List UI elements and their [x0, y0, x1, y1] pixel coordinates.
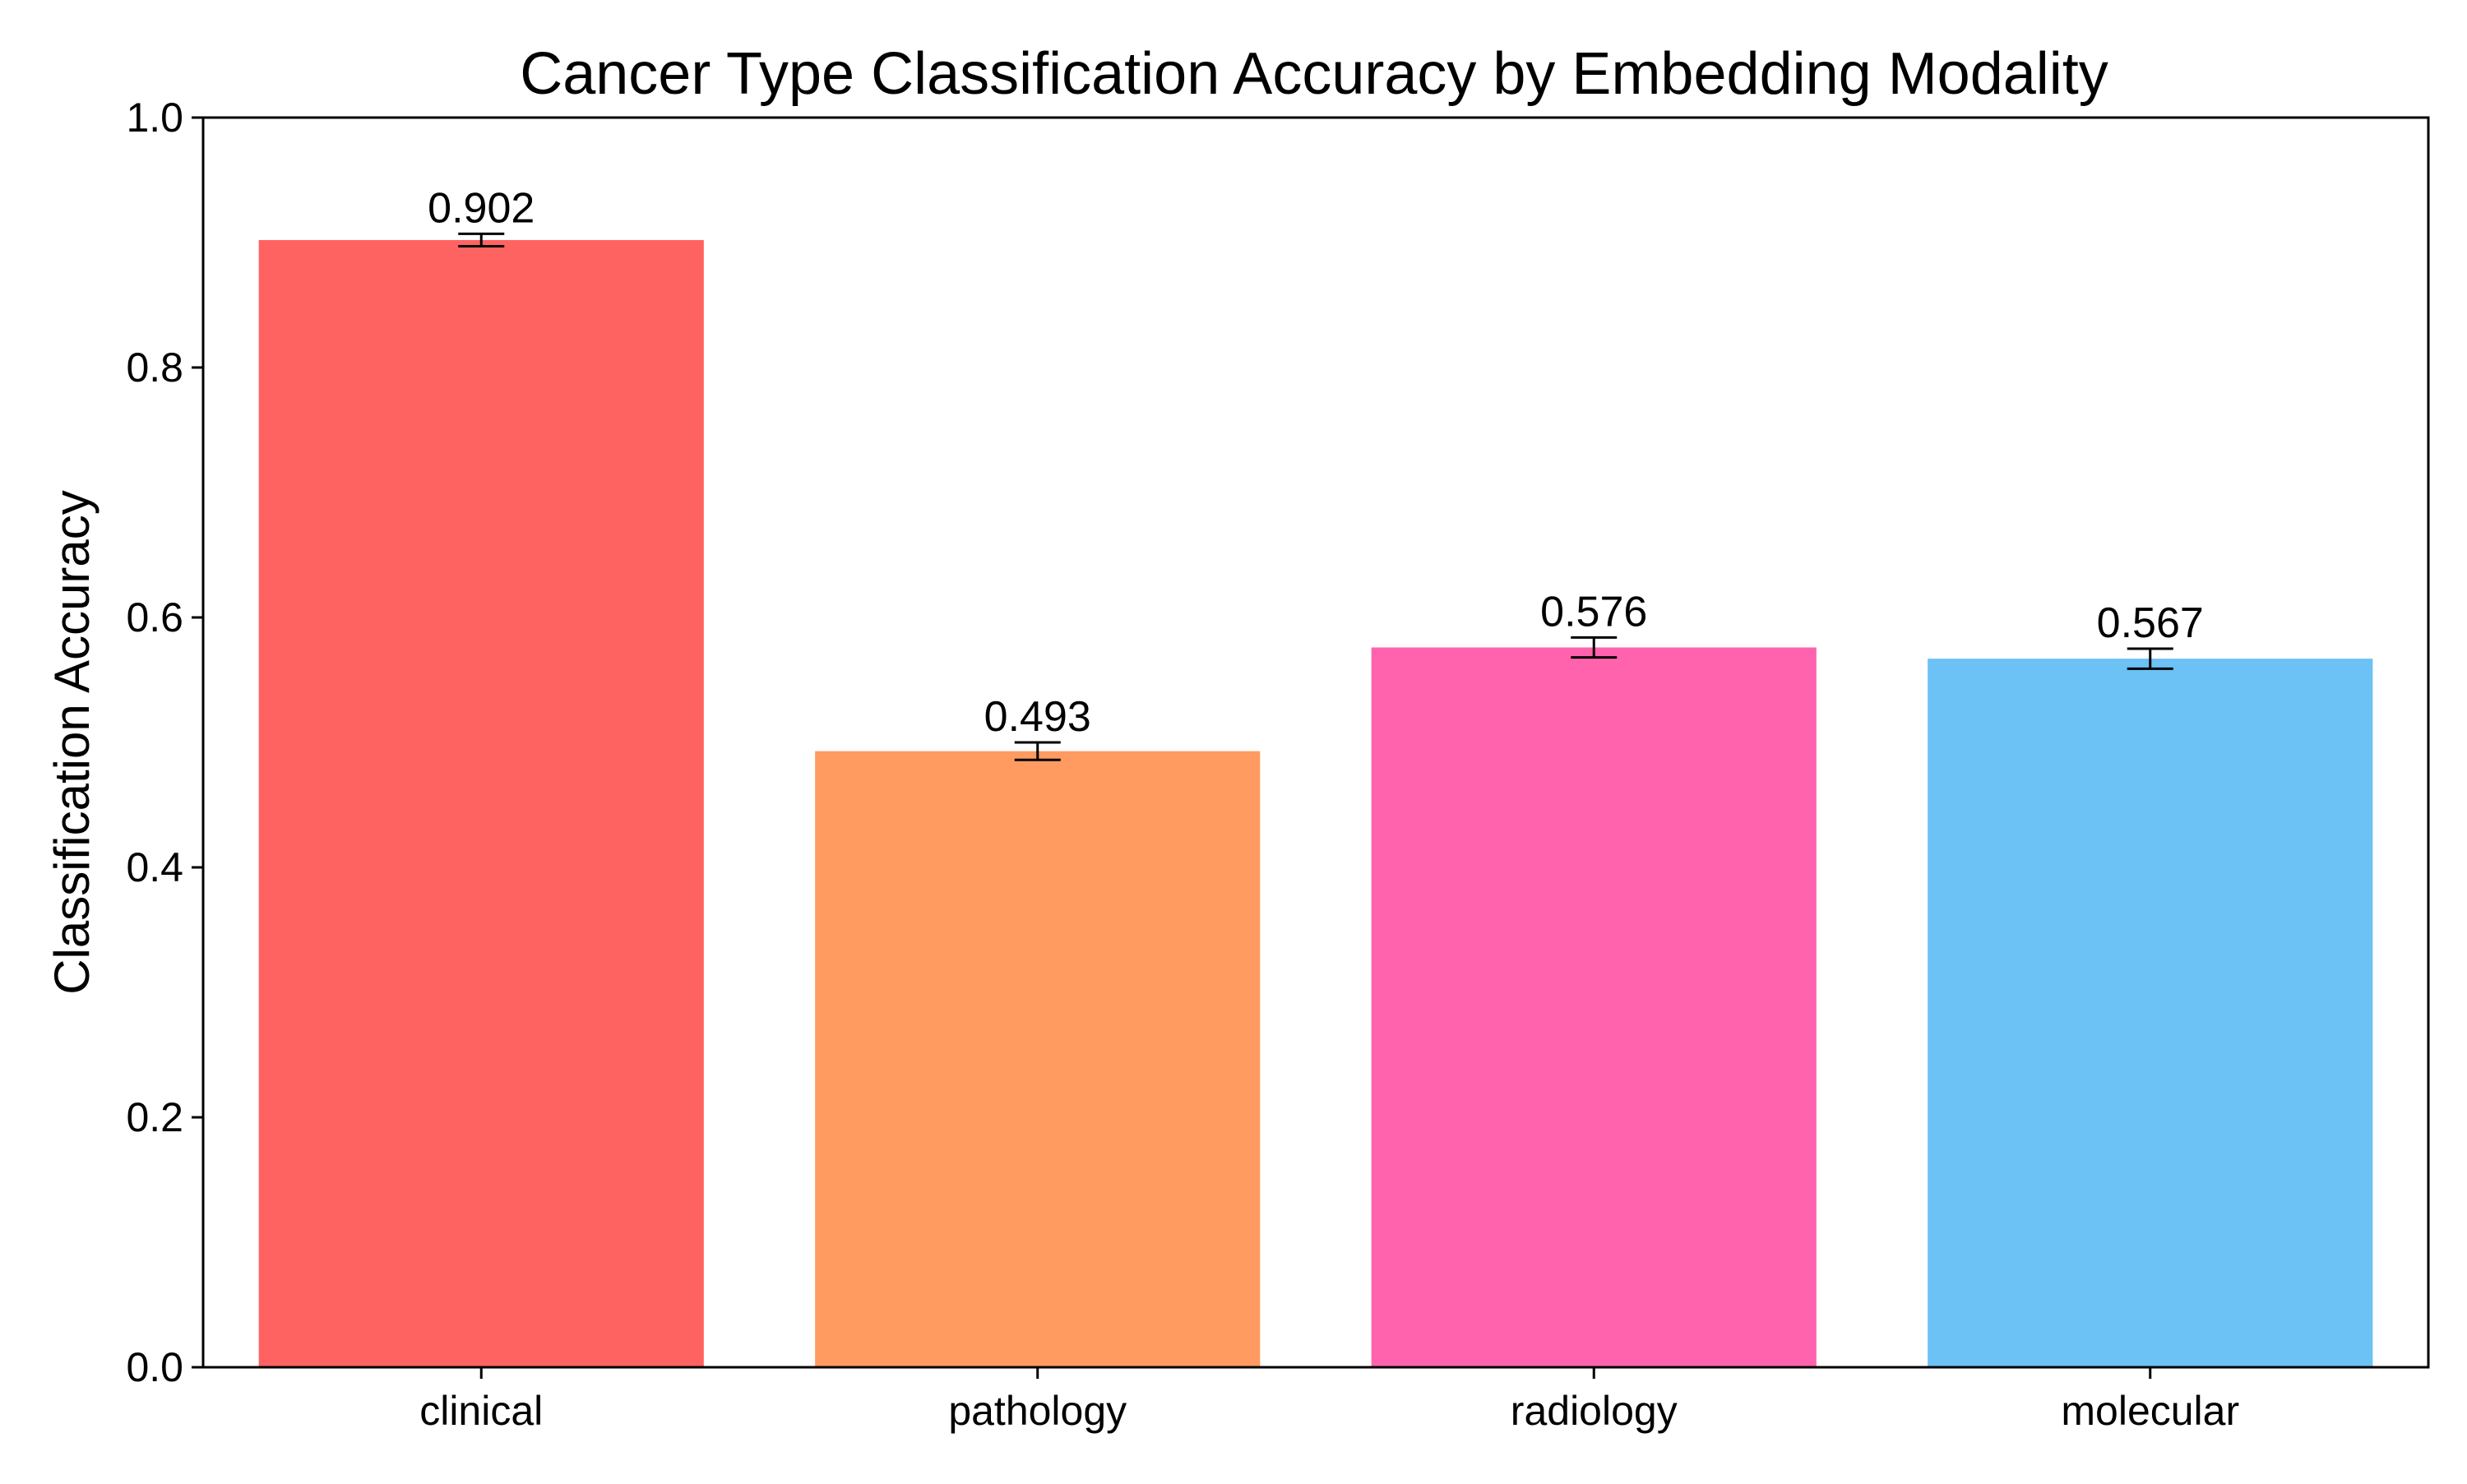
y-tick-label: 0.0 — [126, 1344, 183, 1390]
plot-area: 0.902 clinical 0.493 pathology 0.576 radiolog… — [126, 95, 2373, 1434]
bar-clinical — [258, 239, 704, 1368]
y-axis-label: Classification Accuracy — [44, 490, 100, 995]
x-tick-label-pathology: pathology — [948, 1388, 1127, 1434]
y-tick-label: 0.4 — [126, 844, 183, 890]
value-label-molecular: 0.567 — [2097, 599, 2204, 647]
plot-frame — [201, 116, 2430, 1369]
y-tick-label: 1.0 — [126, 95, 183, 141]
y-tick-label: 0.8 — [126, 344, 183, 391]
value-label-pathology: 0.493 — [984, 693, 1091, 741]
bar-pathology — [815, 751, 1261, 1367]
y-tick-label: 0.2 — [126, 1094, 183, 1140]
bar-molecular — [1928, 659, 2373, 1367]
value-label-clinical: 0.902 — [428, 184, 535, 232]
x-tick-label-molecular: molecular — [2061, 1388, 2239, 1434]
chart-title: Cancer Type Classification Accuracy by E… — [520, 41, 2108, 107]
value-label-radiology: 0.576 — [1540, 588, 1647, 636]
x-tick-label-radiology: radiology — [1511, 1388, 1678, 1434]
bar-radiology — [1371, 647, 1817, 1367]
y-tick-label: 0.6 — [126, 594, 183, 640]
x-tick-label-clinical: clinical — [419, 1388, 543, 1434]
